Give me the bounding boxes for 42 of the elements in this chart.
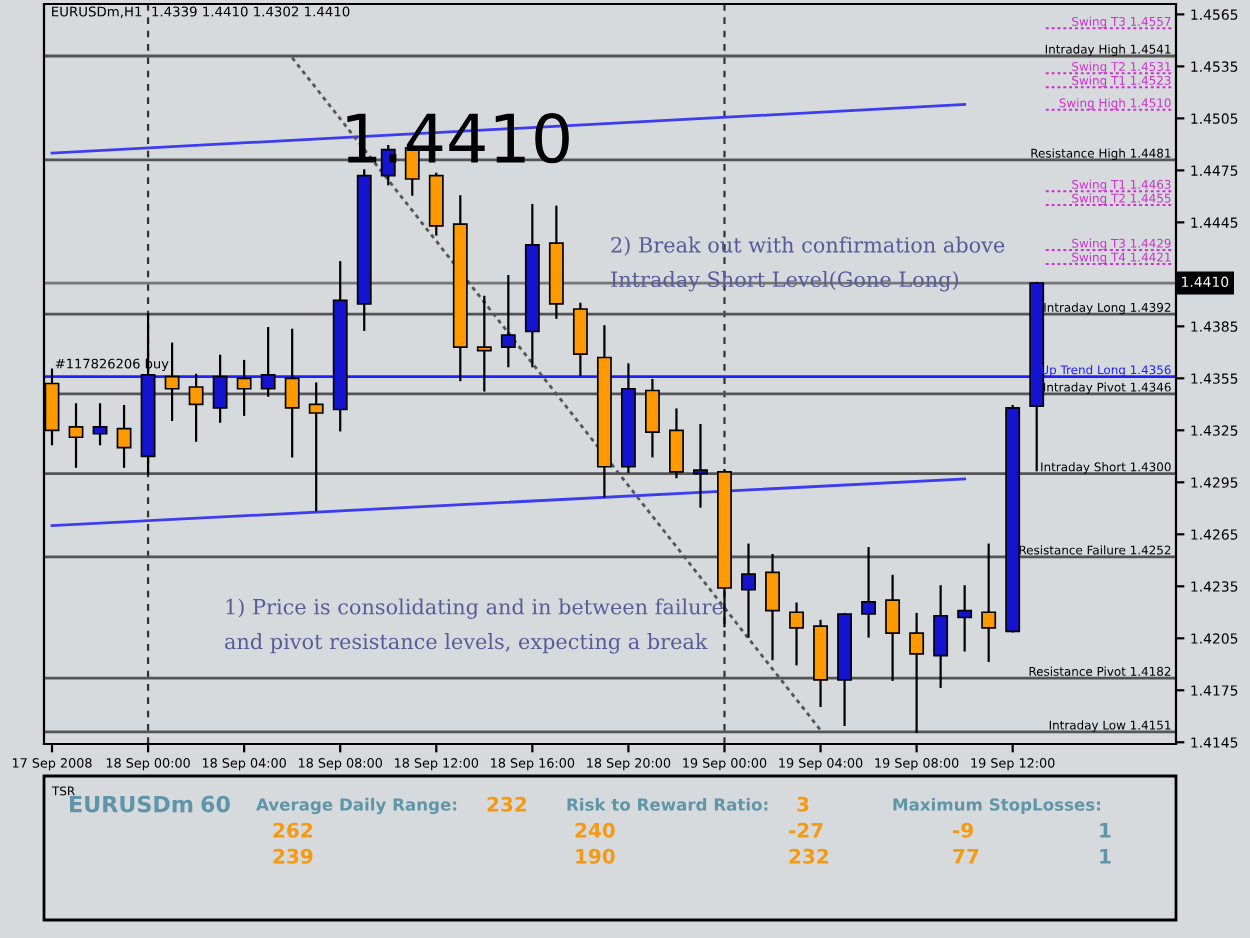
candlestick (68, 403, 84, 468)
text: Average Daily Range: (256, 797, 457, 815)
candlestick (236, 359, 252, 416)
text: Risk to Reward Ratio: (567, 797, 768, 811)
candlestick (92, 403, 108, 446)
candlestick (308, 382, 324, 512)
text: -27 (789, 822, 823, 838)
text: 1 (1100, 848, 1111, 864)
text: 232 (487, 796, 527, 812)
candlestick (933, 585, 949, 688)
text: 77 (953, 848, 979, 864)
candlestick (981, 543, 997, 662)
candlestick (741, 543, 756, 638)
text: -9 (953, 822, 973, 838)
text: 1 (1100, 822, 1111, 838)
candlestick (644, 378, 660, 458)
candlestick (885, 574, 901, 681)
candlestick (909, 612, 925, 733)
text: 262 (273, 822, 313, 838)
candlestick (765, 553, 780, 661)
candlestick (212, 354, 228, 423)
candlestick (572, 302, 588, 376)
candlestick (861, 547, 877, 638)
candlestick (500, 274, 516, 368)
text: 3 (797, 796, 809, 812)
annotation: 1) Price is consolidating and in between failure and pivot resistance levels, expecting a break (225, 598, 723, 654)
text: EURUSDm (70, 795, 193, 813)
text: 232 (789, 848, 829, 864)
candlestick (260, 326, 276, 397)
text: 240 (575, 822, 615, 838)
candlestick (693, 424, 708, 508)
text: Maximum StopLosses: (893, 797, 1100, 815)
text: 239 (273, 848, 313, 864)
text: 190 (576, 848, 615, 864)
text: 60 (201, 795, 230, 813)
candlestick (116, 404, 132, 468)
candlestick (669, 408, 684, 479)
candlestick (789, 602, 804, 666)
candlestick (957, 585, 973, 652)
candlestick (476, 295, 492, 392)
candlestick (284, 328, 300, 458)
candlestick (188, 373, 204, 442)
